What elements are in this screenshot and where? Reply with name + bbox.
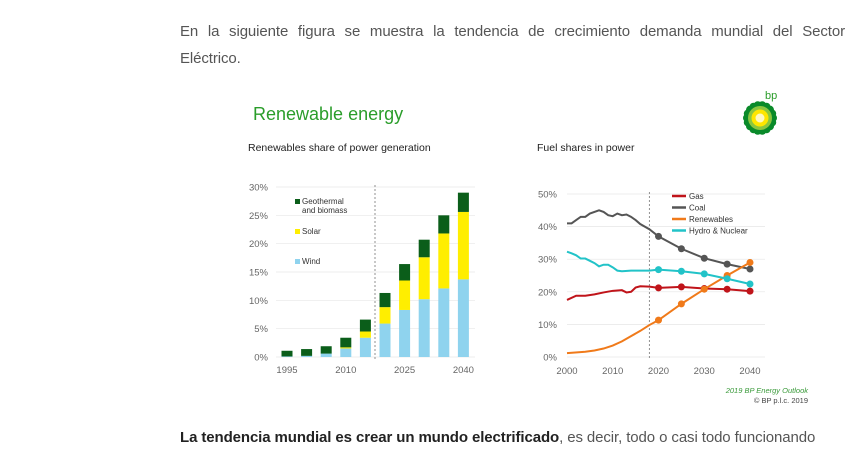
bar-segment-wind-2005: [320, 353, 332, 357]
legend-swatch: [295, 229, 300, 234]
right-chart-title: Fuel shares in power: [537, 142, 635, 154]
marker-coal-2035: [723, 260, 731, 268]
legend-label: and biomass: [302, 206, 347, 215]
y-tick-label: 15%: [249, 268, 269, 279]
x-tick-label: 2010: [602, 366, 623, 377]
copyright-note: © BP p.l.c. 2019: [754, 396, 808, 405]
marker-renewables-2030: [700, 285, 708, 293]
bold-statement: La tendencia mundial es crear un mundo e…: [180, 429, 560, 446]
x-tick-label: 2000: [556, 366, 577, 377]
source-note: 2019 BP Energy Outlook: [725, 386, 810, 395]
y-tick-label: 5%: [254, 324, 268, 335]
bar-segment-geothermal-2010: [340, 337, 352, 348]
figure-title: Renewable energy: [253, 104, 403, 124]
bar-segment-wind-1995: [281, 356, 293, 357]
y-tick-label: 0%: [543, 353, 557, 364]
bar-segment-solar-2040: [457, 211, 469, 280]
line-coal: [567, 209, 751, 270]
marker-gas-2020: [655, 284, 662, 292]
legend-label-hydro-nuclear: Hydro & Nuclear: [689, 227, 748, 236]
x-tick-label: 1995: [276, 365, 297, 376]
y-tick-label: 0%: [254, 353, 268, 364]
y-tick-label: 10%: [249, 296, 269, 307]
marker-hydro-nuclear-2030: [700, 270, 708, 278]
bar-segment-wind-2010: [340, 348, 352, 357]
bp-logo-text: bp: [765, 90, 777, 102]
y-tick-label: 20%: [249, 239, 269, 250]
bp-helios-icon: [743, 101, 777, 135]
bar-segment-geothermal-1995: [281, 350, 293, 357]
bar-segment-wind-2030: [418, 299, 430, 357]
bar-segment-solar-2010: [340, 347, 352, 349]
x-tick-label: 2010: [335, 365, 356, 376]
marker-coal-2030: [700, 254, 708, 262]
paragraph-continuation: , es decir, todo o casi todo funcionando: [559, 429, 816, 446]
marker-hydro-nuclear-2020: [655, 266, 662, 274]
marker-renewables-2025: [677, 300, 685, 308]
x-tick-label: 2030: [694, 366, 715, 377]
y-tick-label: 10%: [538, 320, 558, 331]
intro-paragraph-line2: Eléctrico.: [180, 50, 241, 67]
legend-label: Solar: [302, 227, 321, 236]
marker-gas-2040: [746, 287, 754, 295]
line-renewables: [566, 261, 751, 355]
bp-logo: bp: [743, 90, 777, 135]
bar-segment-geothermal-2015: [359, 319, 371, 332]
bar-segment-geothermal-2005: [320, 346, 332, 354]
bar-segment-wind-2000: [301, 355, 313, 357]
line-gas: [566, 285, 751, 301]
bar-segment-geothermal-2030: [418, 239, 430, 258]
y-tick-label: 20%: [538, 287, 558, 298]
y-tick-label: 40%: [538, 222, 558, 233]
y-tick-label: 25%: [249, 211, 269, 222]
bar-segment-wind-2040: [457, 279, 469, 357]
bar-segment-solar-2030: [418, 257, 430, 300]
marker-hydro-nuclear-2025: [677, 267, 685, 275]
x-tick-label: 2025: [394, 365, 415, 376]
marker-hydro-nuclear-2035: [723, 275, 731, 283]
legend-swatch: [295, 199, 300, 204]
marker-renewables-2020: [655, 316, 662, 324]
marker-gas-2025: [677, 283, 685, 291]
legend-label-gas: Gas: [689, 192, 704, 201]
bar-segment-wind-2035: [438, 288, 450, 357]
x-tick-label: 2040: [453, 365, 474, 376]
logo-center: [755, 113, 765, 123]
bar-segment-solar-2015: [359, 331, 371, 338]
x-tick-label: 2020: [648, 366, 669, 377]
marker-coal-2020: [655, 232, 662, 240]
bar-segment-solar-2020: [379, 307, 391, 324]
y-tick-label: 30%: [538, 255, 558, 266]
y-tick-label: 30%: [249, 183, 269, 194]
intro-paragraph-line1: En la siguiente figura se muestra la ten…: [180, 23, 845, 40]
legend-label-renewables: Renewables: [689, 215, 733, 224]
bar-segment-geothermal-2020: [379, 292, 391, 308]
bar-segment-geothermal-2040: [457, 192, 469, 212]
x-tick-label: 2040: [739, 366, 760, 377]
marker-hydro-nuclear-2040: [746, 280, 754, 288]
bar-segment-solar-2035: [438, 233, 450, 289]
y-tick-label: 50%: [538, 190, 558, 201]
bar-segment-wind-2020: [379, 323, 391, 357]
bar-segment-wind-2015: [359, 337, 371, 357]
marker-gas-2035: [723, 285, 731, 293]
marker-coal-2025: [677, 245, 685, 253]
electrification-paragraph: La tendencia mundial es crear un mundo e…: [180, 424, 845, 451]
left-chart-title: Renewables share of power generation: [248, 142, 431, 154]
legend-label: Wind: [302, 257, 320, 266]
bar-segment-geothermal-2035: [438, 215, 450, 234]
bar-segment-geothermal-2025: [399, 264, 411, 281]
marker-renewables-2040: [746, 258, 754, 266]
line-hydro-nuclear: [566, 250, 751, 285]
legend-swatch: [295, 259, 300, 264]
legend-label-coal: Coal: [689, 204, 706, 213]
bar-segment-wind-2025: [399, 309, 411, 357]
legend-label: Geothermal: [302, 197, 344, 206]
bar-segment-solar-2025: [399, 280, 411, 310]
marker-coal-2040: [746, 265, 754, 273]
bar-segment-geothermal-2000: [301, 349, 313, 356]
